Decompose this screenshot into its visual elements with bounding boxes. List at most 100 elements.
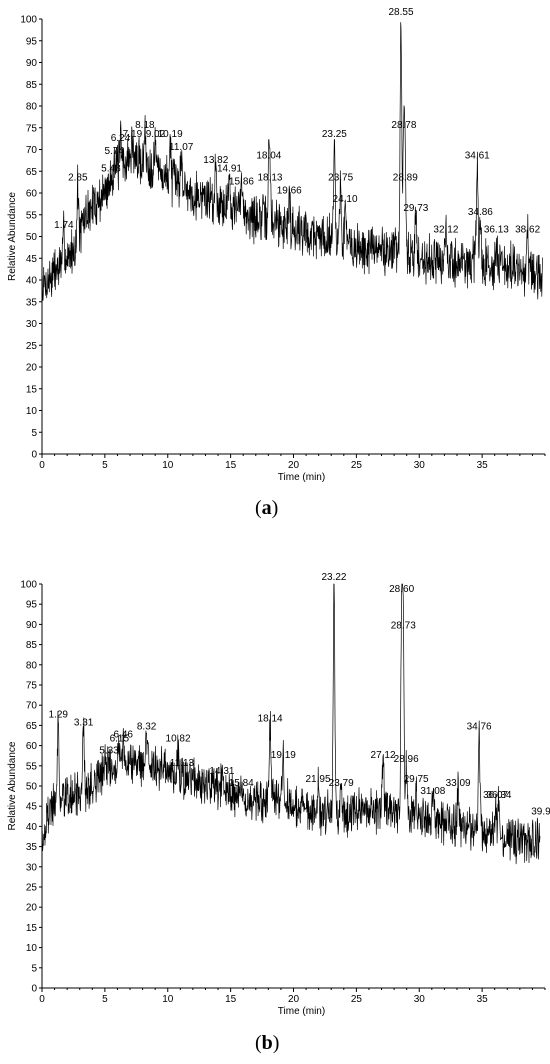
x-tick-label: 0 (39, 994, 45, 1005)
y-tick-label: 50 (26, 232, 38, 243)
y-tick-label: 60 (26, 189, 38, 200)
chromatogram-trace (41, 583, 541, 865)
peak-label: 6.24 (111, 133, 131, 144)
peak-label: 15.84 (229, 778, 254, 789)
peak-label: 5.33 (99, 746, 119, 757)
peak-label: 23.79 (329, 778, 354, 789)
y-tick-label: 60 (26, 741, 38, 752)
y-tick-label: 85 (26, 80, 38, 91)
peak-label: 3.31 (74, 717, 94, 728)
caption-letter-a: a (261, 497, 272, 519)
peak-label: 10.82 (166, 734, 191, 745)
peak-label: 19.19 (271, 750, 296, 761)
x-tick-label: 0 (39, 460, 45, 471)
peak-label: 5.48 (101, 164, 121, 175)
y-tick-label: 80 (26, 660, 38, 671)
y-tick-label: 50 (26, 782, 38, 793)
x-tick-label: 35 (477, 994, 489, 1005)
y-tick-label: 95 (26, 36, 38, 47)
y-tick-label: 45 (26, 254, 38, 265)
y-axis-title: Relative Abundance (7, 741, 18, 830)
y-tick-label: 5 (31, 428, 37, 439)
x-axis-title: Time (min) (278, 472, 325, 483)
peak-label: 18.04 (256, 151, 281, 162)
peak-label: 29.73 (403, 203, 428, 214)
chromatogram-panel-a: 0 5 10 15 20 25 30 35 40 45 50 55 60 65 70 75 80 85 90 95 10… (7, 7, 546, 519)
peak-label: 31.08 (420, 786, 445, 797)
peak-label: 8.32 (137, 721, 157, 732)
y-tick-label: 75 (26, 681, 38, 692)
x-tick-label: 10 (162, 460, 174, 471)
peak-label: 9.02 (146, 129, 166, 140)
y-tick-label: 70 (26, 701, 38, 712)
peak-label: 29.75 (404, 774, 429, 785)
peak-label: 6.46 (114, 730, 134, 741)
peak-label: 7.19 (123, 129, 143, 140)
peak-label: 10.19 (158, 129, 183, 140)
y-tick-label: 80 (26, 102, 38, 113)
y-tick-label: 15 (26, 923, 38, 934)
chromatogram-trace (41, 22, 543, 301)
y-tick-label: 35 (26, 297, 38, 308)
y-tick-label: 55 (26, 761, 38, 772)
y-tick-label: 5 (31, 963, 37, 974)
y-tick-label: 0 (31, 450, 37, 461)
x-tick-label: 20 (288, 460, 300, 471)
peak-label: 23.22 (321, 572, 346, 583)
y-tick-label: 100 (20, 15, 37, 26)
peak-label: 36.34 (486, 790, 511, 801)
y-tick-label: 65 (26, 721, 38, 732)
y-tick-label: 90 (26, 620, 38, 631)
peak-label: 15.86 (229, 177, 254, 188)
peak-label: 21.95 (306, 774, 331, 785)
x-tick-label: 15 (225, 460, 237, 471)
caption-letter-b: b (261, 1032, 273, 1054)
y-tick-label: 95 (26, 600, 38, 611)
y-tick-label: 30 (26, 862, 38, 873)
peak-label: 28.55 (389, 7, 414, 18)
peak-label: 32.12 (433, 225, 458, 236)
peak-label: 14.91 (217, 164, 242, 175)
y-tick-label: 45 (26, 802, 38, 813)
peak-label: 39.90 (531, 806, 550, 817)
peak-label: 18.14 (258, 713, 283, 724)
y-tick-label: 90 (26, 58, 38, 69)
y-tick-label: 0 (31, 984, 37, 995)
x-tick-label: 35 (477, 460, 489, 471)
peak-label: 34.61 (465, 151, 490, 162)
y-tick-label: 10 (26, 943, 38, 954)
y-tick-label: 30 (26, 319, 38, 330)
y-tick-label: 35 (26, 842, 38, 853)
peak-label: 11.07 (169, 142, 194, 153)
peak-label: 1.29 (48, 709, 68, 720)
peak-label: 34.86 (468, 207, 493, 218)
chromatogram-chart-a: 0510152025303540455055606570758085909510… (7, 7, 546, 483)
chromatogram-chart-b: 0510152025303540455055606570758085909510… (7, 572, 550, 1017)
x-tick-label: 20 (288, 994, 300, 1005)
y-tick-label: 25 (26, 341, 38, 352)
x-tick-label: 25 (351, 994, 363, 1005)
peak-label: 34.76 (467, 721, 492, 732)
peak-label: 5.74 (104, 146, 124, 157)
peak-label: 28.96 (394, 754, 419, 765)
y-tick-label: 100 (20, 580, 37, 591)
chromatogram-panel-b: 0 5 10 15 20 25 30 35 40 45 50 55 60 65 70 75 80 85 90 95 10… (0, 532, 550, 1064)
y-tick-label: 75 (26, 123, 38, 134)
x-tick-label: 30 (414, 460, 426, 471)
peak-label: 6.15 (110, 734, 130, 745)
peak-label: 14.31 (209, 766, 234, 777)
y-axis-title: Relative Abundance (7, 192, 18, 281)
x-tick-label: 5 (102, 994, 108, 1005)
y-tick-label: 70 (26, 145, 38, 156)
peak-label: 38.62 (515, 225, 540, 236)
y-tick-label: 20 (26, 363, 38, 374)
peak-label: 11.13 (170, 758, 195, 769)
peak-label: 36.07 (483, 790, 508, 801)
peak-label: 33.09 (446, 778, 471, 789)
peak-label: 28.89 (393, 172, 418, 183)
y-tick-label: 10 (26, 406, 38, 417)
peak-label: 23.75 (328, 172, 353, 183)
x-tick-label: 5 (102, 460, 108, 471)
peak-label: 19.66 (277, 185, 302, 196)
y-tick-label: 85 (26, 640, 38, 651)
